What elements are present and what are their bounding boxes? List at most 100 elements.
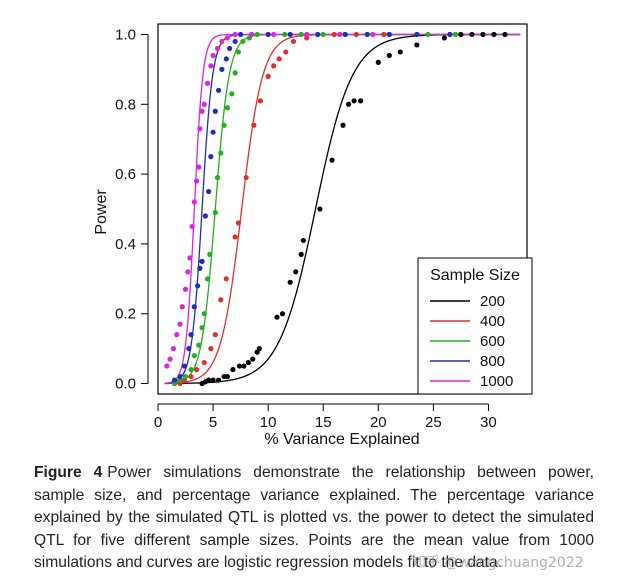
point-1000: [304, 31, 310, 38]
point-600: [214, 174, 221, 181]
point-400: [235, 220, 242, 226]
point-200: [206, 377, 212, 383]
legend: Sample Size 200 400 600 800 1000: [417, 257, 533, 395]
point-1000: [187, 255, 193, 261]
point-800: [232, 38, 238, 45]
point-600: [224, 105, 230, 111]
point-1000: [214, 45, 221, 52]
point-400: [243, 174, 249, 181]
point-800: [212, 108, 218, 114]
point-600: [254, 31, 260, 38]
legend-label-800: 800: [480, 353, 505, 370]
point-1000: [201, 101, 207, 107]
point-800: [206, 188, 212, 195]
x-tick-label: 25: [425, 414, 442, 431]
point-200: [245, 359, 251, 366]
point-400: [381, 31, 387, 38]
point-800: [210, 129, 216, 135]
point-1000: [224, 35, 230, 41]
point-1000: [232, 31, 238, 38]
y-tick-label: 0.6: [115, 166, 136, 183]
point-800: [364, 31, 370, 38]
y-axis-label: Power: [93, 189, 110, 235]
point-600: [240, 38, 246, 45]
point-800: [171, 377, 178, 383]
point-200: [458, 31, 464, 38]
point-200: [351, 98, 357, 104]
point-800: [447, 31, 453, 38]
legend-label-400: 400: [480, 313, 505, 330]
legend-label-1000: 1000: [480, 373, 513, 390]
point-400: [331, 31, 337, 38]
point-800: [414, 31, 420, 38]
point-1000: [189, 223, 195, 230]
point-800: [186, 346, 192, 352]
point-1000: [199, 108, 205, 114]
point-1000: [370, 31, 376, 38]
point-200: [293, 269, 299, 275]
x-tick-label: 15: [315, 414, 332, 431]
point-200: [256, 346, 262, 352]
y-tick-label: 1.0: [115, 26, 136, 43]
point-200: [230, 366, 236, 373]
x-tick-label: 0: [154, 414, 162, 431]
point-600: [218, 150, 224, 156]
x-tick-label: 5: [209, 414, 217, 431]
point-400: [232, 234, 238, 240]
y-tick-label: 0.0: [115, 376, 136, 393]
point-1000: [179, 304, 185, 310]
point-800: [219, 66, 225, 72]
point-200: [250, 356, 256, 362]
point-200: [469, 31, 475, 38]
point-200: [386, 52, 392, 59]
point-200: [345, 101, 352, 107]
point-200: [441, 35, 447, 41]
x-axis-label: % Variance Explained: [264, 431, 419, 448]
legend-label-200: 200: [480, 293, 505, 310]
point-800: [199, 258, 205, 264]
y-tick-label: 0.4: [115, 236, 136, 253]
point-400: [283, 49, 289, 55]
point-400: [353, 31, 359, 38]
point-200: [340, 122, 346, 128]
point-400: [271, 63, 277, 69]
y-tick-label: 0.8: [115, 96, 136, 113]
legend-label-600: 600: [480, 333, 505, 350]
point-800: [195, 283, 201, 289]
point-1000: [197, 126, 203, 132]
point-200: [414, 42, 420, 48]
point-800: [226, 45, 233, 52]
point-400: [223, 276, 229, 282]
point-400: [218, 297, 224, 303]
point-800: [238, 31, 244, 38]
point-1000: [164, 363, 170, 369]
legend-entries: 200 400 600 800 1000: [430, 293, 513, 390]
point-800: [197, 265, 203, 271]
point-1000: [170, 346, 177, 352]
point-200: [329, 157, 335, 163]
point-600: [232, 70, 238, 76]
point-200: [236, 363, 243, 369]
point-800: [223, 56, 229, 62]
point-200: [215, 377, 222, 383]
figure-label: Figure 4: [34, 464, 103, 481]
point-400: [257, 98, 264, 104]
point-800: [177, 373, 183, 380]
point-600: [191, 353, 197, 359]
data-points: [164, 31, 508, 387]
axes: 0 5 10 15 20 25 30 0.0 0.2 0.4 0.6 0.8 1.0: [115, 26, 497, 431]
point-200: [317, 206, 323, 212]
point-1000: [210, 52, 216, 59]
point-600: [212, 209, 218, 216]
x-tick-label: 10: [260, 414, 277, 431]
point-1000: [271, 31, 277, 38]
point-200: [300, 237, 306, 244]
point-600: [298, 31, 304, 38]
point-200: [287, 279, 293, 285]
point-200: [491, 31, 497, 38]
legend-box: [417, 257, 533, 395]
point-200: [502, 31, 508, 38]
point-1000: [208, 63, 214, 69]
x-tick-label: 30: [480, 414, 497, 431]
point-400: [290, 38, 297, 45]
